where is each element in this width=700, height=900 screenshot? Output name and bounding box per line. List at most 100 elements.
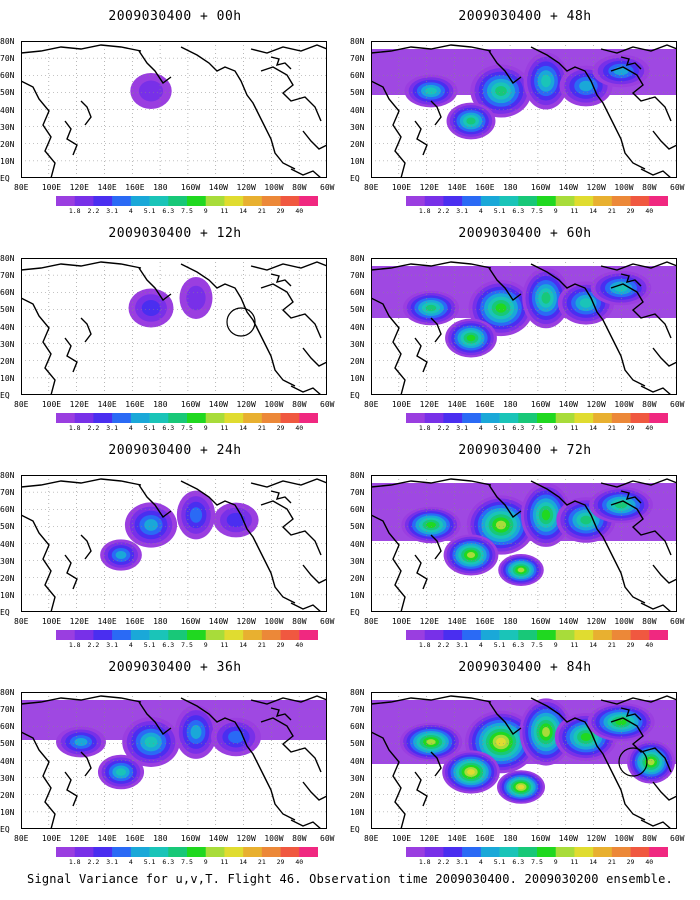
coastline [21, 44, 142, 54]
colorbar-label: 6.3 [512, 858, 525, 866]
colorbar-swatch [424, 413, 444, 423]
colorbar [406, 196, 668, 206]
variance-contour [425, 304, 437, 312]
colorbar-label: 5.1 [493, 858, 506, 866]
colorbar-swatch [168, 630, 188, 640]
colorbar-swatch [74, 413, 94, 423]
latitude-label: 80N [350, 471, 365, 480]
coastline [138, 50, 172, 85]
latitude-label: 10N [350, 807, 365, 817]
longitude-label: 100E [41, 617, 62, 626]
colorbar-label: 29 [276, 207, 285, 215]
longitude-label: 60W [670, 834, 685, 843]
coastline [138, 701, 172, 736]
forecast-panel: 2009030400 + 12h 80N 70N 60N 50N 40N 30N 20N 10N… [0, 217, 350, 442]
longitude-label: 80W [292, 834, 307, 843]
longitude-label: 60W [320, 183, 335, 192]
colorbar-label: 6.3 [162, 641, 175, 649]
colorbar-swatch [112, 196, 132, 206]
observation-target-circle [618, 747, 648, 777]
coastline [302, 781, 327, 801]
longitude-label: 80E [14, 834, 29, 843]
forecast-panel: 2009030400 + 36h 80N 70N 60N 50N 40N 30N 20N 10N… [0, 651, 350, 876]
colorbar-label: 2.2 [437, 858, 450, 866]
colorbar-label: 5.1 [143, 207, 156, 215]
coastline [250, 695, 327, 705]
latitude-label: 30N [350, 773, 365, 783]
variance-contour [541, 74, 551, 88]
coastline [21, 731, 56, 829]
coastline [21, 261, 142, 271]
longitude-label: 100E [41, 400, 62, 409]
coastline [652, 564, 677, 584]
coastline [652, 781, 677, 801]
colorbar-label: 1.8 [68, 207, 81, 215]
latitude-label: 50N [0, 739, 15, 749]
longitude-label: 180 [503, 617, 518, 626]
variance-contour [615, 718, 627, 726]
colorbar-label: 1.8 [418, 424, 431, 432]
coastline [620, 707, 642, 721]
longitude-label: 60W [670, 617, 685, 626]
colorbar-label: 29 [626, 207, 635, 215]
coastline [610, 717, 672, 773]
colorbar-swatch [224, 847, 244, 857]
variance-contour [541, 509, 551, 521]
colorbar-label: 21 [607, 424, 616, 432]
latitude-label: EQ [350, 825, 360, 834]
colorbar-label: 14 [239, 207, 248, 215]
coastline [290, 385, 322, 395]
latitude-label: 30N [350, 556, 365, 566]
colorbar-label: 40 [295, 424, 304, 432]
coastline [414, 554, 428, 590]
coastline [371, 514, 406, 612]
colorbar-swatch [261, 413, 281, 423]
colorbar-label: 29 [626, 858, 635, 866]
coastline [371, 44, 492, 54]
colorbar-swatch [649, 196, 668, 206]
latitude-label: 10N [0, 156, 15, 166]
latitude-label: 50N [350, 88, 365, 98]
longitude-label: 100E [41, 183, 62, 192]
forecast-panel: 2009030400 + 72h 80N 70N 60N 50N 40N 30N 20N 10N… [350, 434, 700, 659]
colorbar-swatch [537, 413, 557, 423]
colorbar-swatch [555, 630, 575, 640]
latitude-label: 80N [350, 37, 365, 46]
variance-contour [426, 521, 436, 529]
colorbar-label: 21 [257, 207, 266, 215]
colorbar-label: 14 [589, 858, 598, 866]
coastline [414, 120, 428, 156]
colorbar-swatch [280, 413, 300, 423]
variance-map [371, 692, 677, 829]
longitude-label: 180 [503, 400, 518, 409]
colorbar-label: 7.5 [181, 424, 193, 432]
latitude-label: 70N [350, 705, 365, 715]
coastline [620, 56, 642, 70]
colorbar-swatch [187, 630, 207, 640]
colorbar-swatch [593, 630, 613, 640]
coastline [80, 317, 92, 343]
coastline [180, 480, 296, 604]
colorbar-label: 4 [478, 424, 483, 432]
longitude-label: 60W [670, 183, 685, 192]
variance-contour [190, 725, 202, 739]
coastline [640, 385, 672, 395]
colorbar-label: 9 [553, 424, 558, 432]
colorbar-swatch [555, 196, 575, 206]
colorbar-swatch [112, 847, 132, 857]
coastline [250, 261, 327, 271]
latitude-label: 10N [0, 590, 15, 600]
longitude-label: 60W [670, 400, 685, 409]
coastline [430, 317, 442, 343]
longitude-label: 80E [364, 834, 379, 843]
colorbar-swatch [406, 413, 426, 423]
colorbar-label: 7.5 [531, 424, 543, 432]
colorbar-swatch [205, 413, 225, 423]
colorbar-swatch [630, 196, 650, 206]
coastline [64, 120, 78, 156]
colorbar-swatch [74, 847, 94, 857]
colorbar-label: 11 [570, 858, 579, 866]
longitude-label: 140E [97, 617, 117, 626]
coastline [302, 130, 327, 150]
colorbar-label: 11 [220, 207, 229, 215]
